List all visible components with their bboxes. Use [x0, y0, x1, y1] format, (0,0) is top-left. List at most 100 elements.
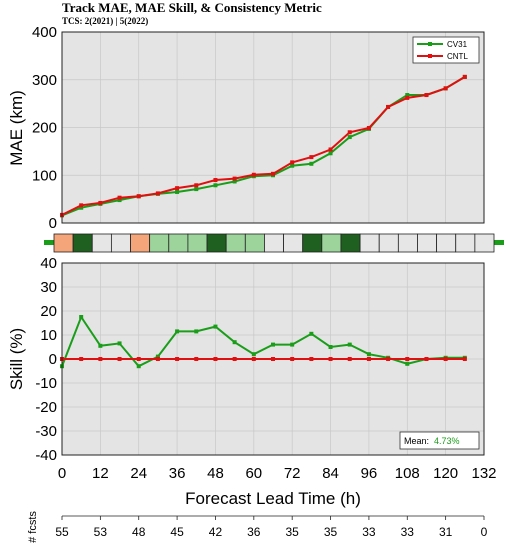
- fcsts-count-label: 42: [209, 525, 223, 539]
- point-cntl: [405, 357, 410, 361]
- legend-cntl-label: CNTL: [447, 52, 468, 61]
- point-cntl: [213, 357, 218, 361]
- x-tick-label: 12: [92, 465, 109, 482]
- consistency-cell: [110, 233, 131, 253]
- skill-chart: -40 -30 -20 -10 0 10 20 30 40 0 12 24 36 48 60 72 84 96 1…: [7, 255, 497, 508]
- consistency-cell: [225, 233, 246, 253]
- legend-cntl-marker: [428, 54, 432, 58]
- point-cntl: [175, 357, 180, 361]
- point-cv31: [213, 183, 218, 188]
- y-tick-label: -40: [35, 447, 57, 464]
- point-cntl: [194, 357, 199, 361]
- point-cv31: [271, 342, 275, 347]
- consistency-cell: [321, 233, 342, 253]
- skill-series: [60, 314, 467, 369]
- point-cntl: [386, 357, 391, 361]
- x-tick-label: 96: [361, 465, 378, 482]
- x-tick-label: 120: [433, 465, 458, 482]
- mae-plot-border: [61, 31, 485, 224]
- mean-box: [399, 431, 480, 450]
- point-cv31: [79, 205, 84, 210]
- fcsts-count-label: 36: [247, 525, 261, 539]
- x-tick-label: 60: [245, 465, 262, 482]
- consistency-cell: [302, 233, 323, 253]
- point-cntl: [309, 357, 314, 361]
- consistency-cell: [283, 233, 304, 253]
- y-tick-label: -30: [35, 423, 57, 440]
- point-cntl: [175, 186, 180, 191]
- point-cv31: [232, 340, 237, 345]
- point-cv31: [136, 364, 141, 369]
- fcsts-count-label: 0: [481, 525, 488, 539]
- point-cv31: [328, 345, 333, 349]
- consistency-cell: [378, 233, 399, 253]
- x-tick-label: 72: [284, 465, 301, 482]
- point-cv31: [405, 93, 410, 98]
- fcsts-count-label: 35: [286, 525, 300, 539]
- point-cntl: [136, 357, 141, 361]
- x-tick-label: 24: [130, 465, 147, 482]
- y-tick-label: 30: [40, 279, 57, 296]
- fcsts-count-label: 55: [55, 525, 69, 539]
- y-tick-label: 300: [32, 72, 57, 89]
- fcsts-count-label: 45: [170, 525, 184, 539]
- x-tick-label: 36: [169, 465, 186, 482]
- consistency-cell: [91, 233, 112, 253]
- y-tick-label: 40: [40, 255, 57, 272]
- y-tick-label: 200: [32, 120, 57, 137]
- point-cv31: [347, 342, 352, 347]
- point-cntl: [290, 357, 295, 361]
- point-cntl: [443, 357, 448, 361]
- x-tick-label: 132: [471, 465, 496, 482]
- point-cntl: [271, 171, 275, 176]
- point-cntl: [79, 203, 84, 208]
- x-tick-label: 48: [207, 465, 224, 482]
- mae-chart: 0 100 200 300 400 MAE (km) CV31 CNTL: [7, 24, 485, 232]
- point-cv31: [405, 361, 410, 366]
- point-cntl: [155, 357, 160, 361]
- point-cntl: [271, 357, 275, 361]
- legend-cv31-label: CV31: [447, 40, 468, 49]
- mae-legend: CV31 CNTL: [412, 36, 480, 64]
- skill-x-axis-label: Forecast Lead Time (h): [185, 489, 361, 508]
- figure-subtitle: TCS: 2(2021) | 5(2022): [62, 16, 148, 26]
- y-tick-label: 0: [49, 215, 57, 232]
- consistency-cell: [455, 233, 476, 253]
- point-cntl: [386, 104, 391, 109]
- consistency-cell: [436, 233, 457, 253]
- skill-x-ticks: 0 12 24 36 48 60 72 84 96 108 120 132: [58, 465, 497, 482]
- mean-value: 4.73%: [434, 436, 460, 446]
- skill-y-axis-label: Skill (%): [7, 328, 26, 390]
- point-cntl: [79, 357, 84, 361]
- point-cntl: [347, 130, 352, 135]
- point-cntl: [98, 200, 103, 205]
- fcsts-axis-label: # fcsts: [27, 511, 39, 543]
- consistency-strip: [44, 233, 504, 253]
- point-cv31: [194, 187, 199, 192]
- consistency-cell: [130, 233, 151, 253]
- fcsts-count-label: 48: [132, 525, 146, 539]
- skill-y-ticks: -40 -30 -20 -10 0 10 20 30 40: [35, 255, 57, 464]
- y-tick-label: 0: [49, 351, 57, 368]
- consistency-cells: [53, 233, 495, 253]
- point-cntl: [98, 357, 103, 361]
- point-cv31: [194, 329, 199, 334]
- point-cntl: [155, 191, 160, 196]
- point-cv31: [213, 324, 218, 329]
- point-cv31: [328, 151, 333, 156]
- point-cv31: [155, 354, 160, 359]
- consistency-cell: [206, 233, 227, 253]
- series-line-cv31: [61, 76, 466, 217]
- point-cntl: [443, 86, 448, 91]
- consistency-cell: [397, 233, 418, 253]
- fcsts-count-label: 35: [324, 525, 338, 539]
- consistency-cell: [168, 233, 189, 253]
- point-cntl: [366, 125, 371, 130]
- fcsts-count-label: 33: [362, 525, 376, 539]
- series-line-cv31: [61, 314, 465, 368]
- point-cntl: [251, 357, 256, 361]
- point-cntl: [328, 357, 333, 361]
- mae-series: [60, 74, 467, 218]
- x-tick-label: 108: [395, 465, 420, 482]
